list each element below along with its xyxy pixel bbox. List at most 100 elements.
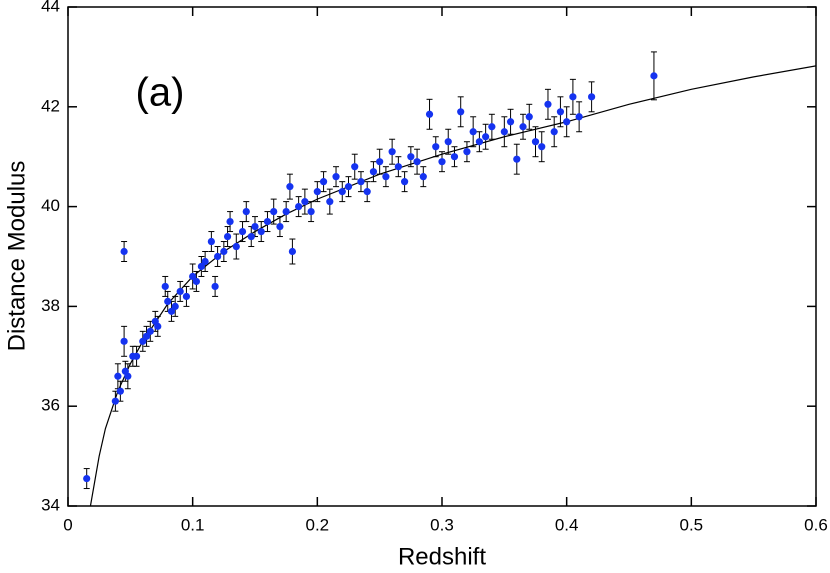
data-point xyxy=(251,222,259,231)
data-point xyxy=(171,302,179,310)
y-axis-title: Distance Modulus xyxy=(3,161,30,352)
data-point xyxy=(116,387,124,395)
data-point xyxy=(114,372,122,380)
y-tick-label: 34 xyxy=(41,495,60,514)
data-point xyxy=(463,148,471,156)
data-point xyxy=(220,247,228,256)
data-point xyxy=(432,143,440,151)
data-point xyxy=(556,108,565,116)
data-point xyxy=(111,397,119,405)
y-tick-label: 36 xyxy=(41,396,60,415)
data-point xyxy=(319,178,328,186)
data-point xyxy=(563,118,571,126)
data-point xyxy=(161,282,169,291)
data-point xyxy=(394,163,402,171)
x-tick-label: 0.6 xyxy=(804,515,828,534)
data-point xyxy=(232,242,240,251)
x-axis-title: Redshift xyxy=(398,543,486,570)
data-point xyxy=(444,138,452,146)
data-point xyxy=(401,178,409,186)
data-point xyxy=(214,252,222,261)
x-tick-label: 0.5 xyxy=(680,515,704,534)
data-point xyxy=(488,123,496,131)
data-point xyxy=(419,173,427,181)
data-point xyxy=(569,93,577,101)
data-point xyxy=(201,257,209,266)
data-point xyxy=(223,232,232,241)
data-point xyxy=(407,153,415,161)
data-point xyxy=(475,138,483,146)
data-point xyxy=(650,72,658,80)
data-point xyxy=(500,128,508,136)
data-point xyxy=(211,282,219,291)
data-point xyxy=(538,143,546,151)
data-point xyxy=(257,227,265,236)
data-point xyxy=(369,168,378,176)
data-point xyxy=(438,158,446,166)
data-point xyxy=(270,207,278,216)
data-point xyxy=(413,158,421,166)
data-point xyxy=(286,183,294,191)
data-point xyxy=(550,128,558,136)
data-point xyxy=(226,217,234,226)
data-point xyxy=(344,183,353,191)
data-point xyxy=(197,262,205,271)
data-point xyxy=(338,188,346,196)
data-point xyxy=(575,113,583,121)
data-point xyxy=(450,153,459,161)
data-point xyxy=(295,203,303,211)
data-point xyxy=(207,237,215,246)
data-point xyxy=(519,123,527,131)
x-tick-label: 0.3 xyxy=(430,515,454,534)
data-point xyxy=(83,474,91,483)
data-point xyxy=(146,327,154,335)
data-point xyxy=(544,100,552,108)
data-point xyxy=(425,110,434,118)
y-tick-label: 40 xyxy=(41,196,60,215)
data-point xyxy=(506,118,515,126)
x-tick-label: 0.2 xyxy=(306,515,330,534)
y-tick-label: 42 xyxy=(41,96,60,115)
data-point xyxy=(189,272,197,281)
panel-label: (a) xyxy=(136,71,185,115)
data-point xyxy=(313,188,321,196)
data-point xyxy=(288,247,296,256)
data-point xyxy=(457,108,465,116)
data-point xyxy=(357,178,365,186)
data-point xyxy=(164,297,172,306)
data-point xyxy=(263,217,272,226)
data-point xyxy=(363,188,371,196)
y-tick-label: 38 xyxy=(41,296,60,315)
fit-curve xyxy=(89,65,816,506)
data-point xyxy=(482,133,490,141)
data-point xyxy=(382,173,390,181)
data-point xyxy=(182,292,191,301)
data-point xyxy=(192,277,201,286)
data-point xyxy=(388,148,396,156)
data-point xyxy=(242,207,250,216)
data-point xyxy=(332,173,340,181)
data-point xyxy=(282,207,290,216)
data-point xyxy=(176,287,184,296)
data-point xyxy=(276,222,284,231)
x-tick-label: 0 xyxy=(63,515,72,534)
data-point xyxy=(120,337,128,345)
data-point xyxy=(326,198,334,206)
data-point xyxy=(238,227,247,236)
data-point xyxy=(139,337,147,345)
data-point xyxy=(376,158,384,166)
data-point xyxy=(120,247,128,256)
data-point xyxy=(142,332,151,340)
data-point xyxy=(531,138,540,146)
x-tick-label: 0.4 xyxy=(555,515,579,534)
data-point xyxy=(588,93,596,101)
x-tick-label: 0.1 xyxy=(181,515,205,534)
data-point xyxy=(307,207,315,216)
data-point xyxy=(351,163,359,171)
data-point xyxy=(247,232,255,241)
data-point xyxy=(154,322,162,330)
plot-frame xyxy=(67,6,817,507)
data-point xyxy=(167,307,176,315)
data-point xyxy=(525,113,533,121)
